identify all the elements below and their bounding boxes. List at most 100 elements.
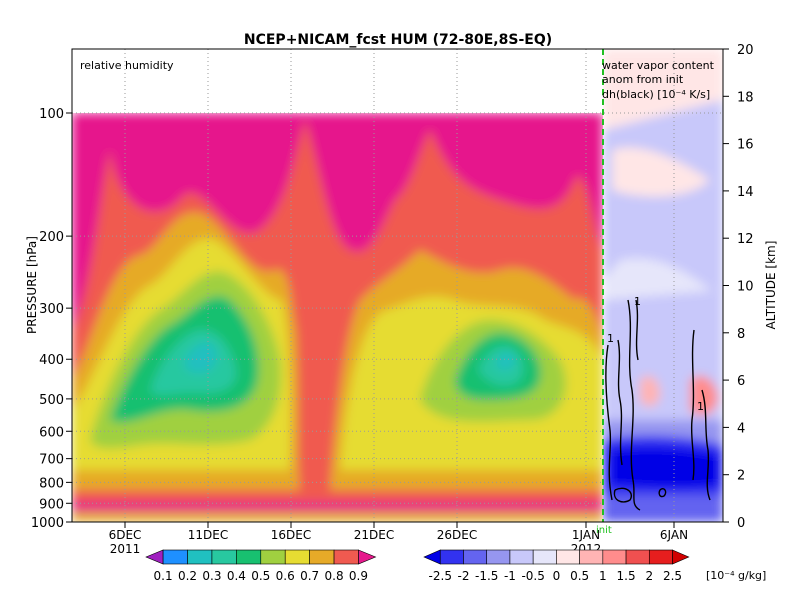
left-panel-label: relative humidity xyxy=(80,59,174,72)
anomaly-region xyxy=(612,147,710,197)
heating-contours xyxy=(605,299,711,511)
altitude-tick-label: 18 xyxy=(737,90,754,105)
right-panel-label-2: anom from init xyxy=(602,73,684,86)
colorbar-anom-swatch xyxy=(509,549,534,565)
contour-line xyxy=(658,487,667,498)
colorbar-anom-label: 1 xyxy=(599,569,607,583)
colorbar-anom-label: 1.5 xyxy=(617,569,636,583)
colorbar-rh-swatch xyxy=(309,549,335,565)
altitude-tick-label: 12 xyxy=(737,232,754,247)
contour-line xyxy=(617,339,623,466)
colorbar-rh-swatch xyxy=(284,549,310,565)
date-tick-label: 6JAN xyxy=(660,528,688,542)
colorbar-rh-swatch xyxy=(333,549,359,565)
colorbar-rh-label: 0.4 xyxy=(227,569,246,583)
colorbar-rh-label: 0.2 xyxy=(178,569,197,583)
y-axis-label-left: PRESSURE [hPa] xyxy=(25,236,39,334)
date-tick-year: 2011 xyxy=(110,542,141,556)
colorbar-anom-cap xyxy=(672,549,690,565)
pressure-tick-label: 200 xyxy=(39,230,64,245)
colorbar-anom-swatch xyxy=(625,549,650,565)
pressure-tick-label: 800 xyxy=(39,476,64,491)
colorbar-anom-swatch xyxy=(532,549,557,565)
anomaly-field xyxy=(603,49,723,522)
colorbar-anom-swatch xyxy=(556,549,580,565)
pressure-tick-label: 400 xyxy=(39,353,64,368)
contour-line xyxy=(690,329,695,481)
right-panel-label-3: dh(black) [10⁻⁴ K/s] xyxy=(602,88,710,101)
altitude-tick-label: 14 xyxy=(737,185,754,200)
colorbar-anom-swatch xyxy=(602,549,627,565)
contour-line xyxy=(635,299,639,361)
date-tick-label: 21DEC xyxy=(354,528,394,542)
pressure-tick-label: 500 xyxy=(39,393,64,408)
colorbar-anom-label: -1 xyxy=(504,569,516,583)
colorbar-anom-cap xyxy=(423,549,441,565)
contour-line xyxy=(627,299,641,511)
colorbar-rh-label: 0.9 xyxy=(349,569,368,583)
date-tick-label: 11DEC xyxy=(188,528,228,542)
init-label: init xyxy=(596,525,612,536)
date-tick-label: 16DEC xyxy=(271,528,311,542)
colorbar-anomaly: -2.5 -2 -1.5 -1 -0.5 0 0.5 1 1.5 2 2.5 xyxy=(423,549,690,583)
pressure-tick-label: 700 xyxy=(39,453,64,468)
pressure-axis: 100 200 300 400 500 600 700 800 900 1000 xyxy=(31,107,72,531)
colorbar-anom-swatch xyxy=(463,549,488,565)
colorbar-anom-swatch xyxy=(579,549,604,565)
colorbar-anom-label: 0 xyxy=(553,569,561,583)
contour-line xyxy=(701,389,711,501)
pressure-tick-label: 300 xyxy=(39,302,64,317)
anomaly-region xyxy=(610,447,720,489)
altitude-tick-label: 2 xyxy=(737,469,745,484)
right-panel-label-1: water vapor content xyxy=(602,59,715,72)
colorbar-anom-label: -0.5 xyxy=(521,569,544,583)
date-tick-label: 1JAN xyxy=(572,528,600,542)
contour-line xyxy=(613,487,632,503)
anomaly-region xyxy=(603,495,723,522)
colorbar-rh-cap xyxy=(358,549,377,565)
altitude-tick-label: 4 xyxy=(737,421,745,436)
chart-title: NCEP+NICAM_fcst HUM (72-80E,8S-EQ) xyxy=(244,32,552,48)
humidity-field xyxy=(72,113,603,522)
colorbar-rh-swatch xyxy=(211,549,237,565)
colorbar-anom-label: -2.5 xyxy=(429,569,452,583)
gridlines xyxy=(72,49,723,522)
date-tick-label: 6DEC xyxy=(109,528,142,542)
date-tick-label: 26DEC xyxy=(437,528,477,542)
colorbar-rh-swatch xyxy=(260,549,286,565)
pressure-tick-label: 100 xyxy=(39,107,64,122)
colorbar-anom-label: -1.5 xyxy=(475,569,498,583)
altitude-tick-label: 16 xyxy=(737,138,754,153)
anomaly-region xyxy=(640,375,660,407)
colorbar-anom-label: 2 xyxy=(645,569,653,583)
colorbar-anom-swatch xyxy=(439,549,464,565)
colorbar-rh-swatch xyxy=(187,549,213,565)
altitude-tick-label: 8 xyxy=(737,327,745,342)
pressure-tick-label: 1000 xyxy=(31,516,64,531)
colorbar-rh-label: 0.5 xyxy=(251,569,270,583)
colorbar-rh-label: 0.7 xyxy=(300,569,319,583)
colorbar-rh-cap xyxy=(145,549,164,565)
altitude-tick-label: 6 xyxy=(737,374,745,389)
humidity-contour-0.3 xyxy=(150,329,524,396)
colorbar-humidity: 0.1 0.2 0.3 0.4 0.5 0.6 0.7 0.8 0.9 xyxy=(145,549,377,583)
humidity-surface-band xyxy=(72,502,603,512)
altitude-tick-label: 20 xyxy=(737,43,754,58)
pressure-tick-label: 600 xyxy=(39,425,64,440)
colorbar-anom-label: 0.5 xyxy=(570,569,589,583)
colorbar-anomaly-unit: [10⁻⁴ g/kg] xyxy=(706,569,766,582)
contour-label: 1 xyxy=(607,332,614,345)
colorbar-rh-label: 0.6 xyxy=(276,569,295,583)
altitude-tick-label: 0 xyxy=(737,516,745,531)
colorbar-rh-label: 0.3 xyxy=(202,569,221,583)
contour-label: 1 xyxy=(634,295,641,308)
altitude-axis: 0 2 4 6 8 10 12 14 16 18 20 xyxy=(723,43,754,531)
colorbar-rh-label: 0.8 xyxy=(325,569,344,583)
contour-line xyxy=(605,344,613,501)
colorbar-anom-label: -2 xyxy=(457,569,469,583)
humidity-surface-band xyxy=(72,512,603,522)
pressure-tick-label: 900 xyxy=(39,497,64,512)
colorbar-rh-swatch xyxy=(162,549,188,565)
y-axis-label-right: ALTITUDE [km] xyxy=(764,241,778,330)
